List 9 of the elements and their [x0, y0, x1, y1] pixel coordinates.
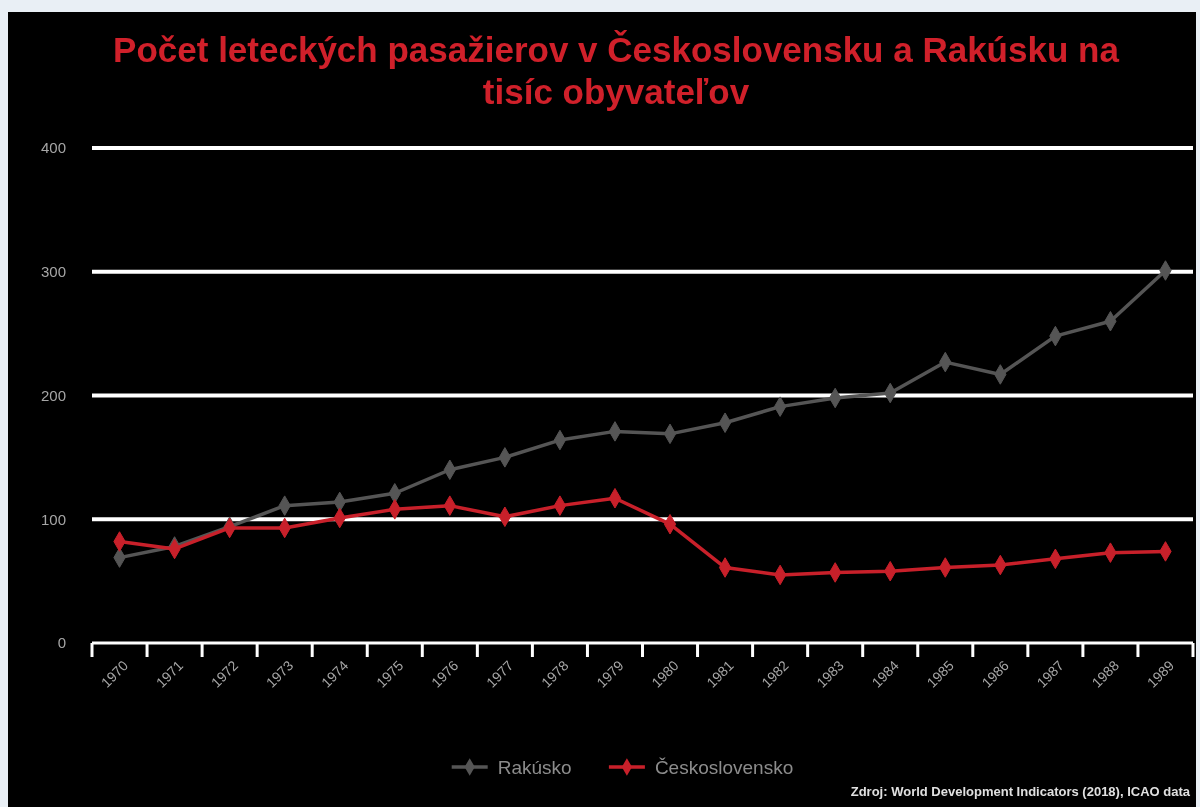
legend-label: Československo	[654, 756, 794, 778]
chart-title: Počet leteckých pasažierov v Československu a Rakúsku na tisíc obyvateľov	[113, 30, 1120, 111]
text: Zdroj: World Development Indicators (2018), ICAO data	[850, 784, 1191, 799]
y-tick-label: 400	[40, 139, 66, 157]
y-tick-label: 0	[57, 634, 66, 652]
y-tick-label: 100	[40, 510, 66, 528]
legend-label: Rakúsko	[497, 756, 572, 778]
y-tick-label: 200	[40, 386, 66, 404]
y-tick-label: 300	[40, 263, 66, 280]
